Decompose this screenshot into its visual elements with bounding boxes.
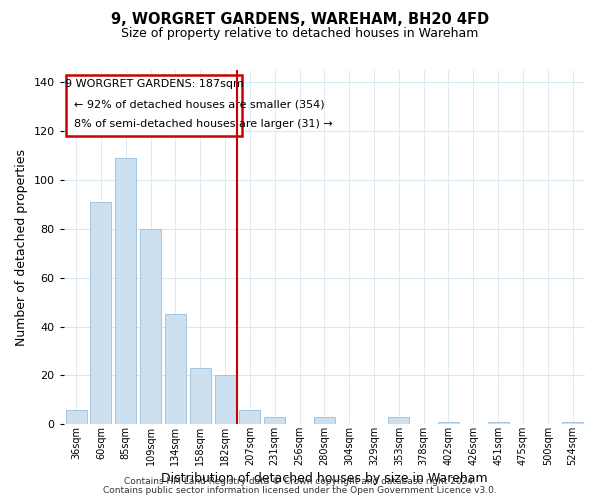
Bar <box>91 202 112 424</box>
Bar <box>488 422 509 424</box>
Text: Contains public sector information licensed under the Open Government Licence v3: Contains public sector information licen… <box>103 486 497 495</box>
Bar <box>438 422 459 424</box>
Text: 8% of semi-detached houses are larger (31) →: 8% of semi-detached houses are larger (3… <box>74 119 332 129</box>
X-axis label: Distribution of detached houses by size in Wareham: Distribution of detached houses by size … <box>161 472 488 485</box>
Y-axis label: Number of detached properties: Number of detached properties <box>15 148 28 346</box>
Bar <box>264 417 285 424</box>
Text: 9 WORGRET GARDENS: 187sqm: 9 WORGRET GARDENS: 187sqm <box>65 78 244 88</box>
Text: 9, WORGRET GARDENS, WAREHAM, BH20 4FD: 9, WORGRET GARDENS, WAREHAM, BH20 4FD <box>111 12 489 28</box>
Text: Size of property relative to detached houses in Wareham: Size of property relative to detached ho… <box>121 28 479 40</box>
Bar <box>562 422 583 424</box>
Bar <box>115 158 136 424</box>
Bar <box>215 376 236 424</box>
FancyBboxPatch shape <box>66 75 242 136</box>
Bar <box>388 417 409 424</box>
Bar <box>190 368 211 424</box>
Bar <box>239 410 260 424</box>
Text: ← 92% of detached houses are smaller (354): ← 92% of detached houses are smaller (35… <box>74 100 324 110</box>
Bar <box>65 410 86 424</box>
Text: Contains HM Land Registry data © Crown copyright and database right 2024.: Contains HM Land Registry data © Crown c… <box>124 477 476 486</box>
Bar <box>165 314 186 424</box>
Bar <box>314 417 335 424</box>
Bar <box>140 229 161 424</box>
